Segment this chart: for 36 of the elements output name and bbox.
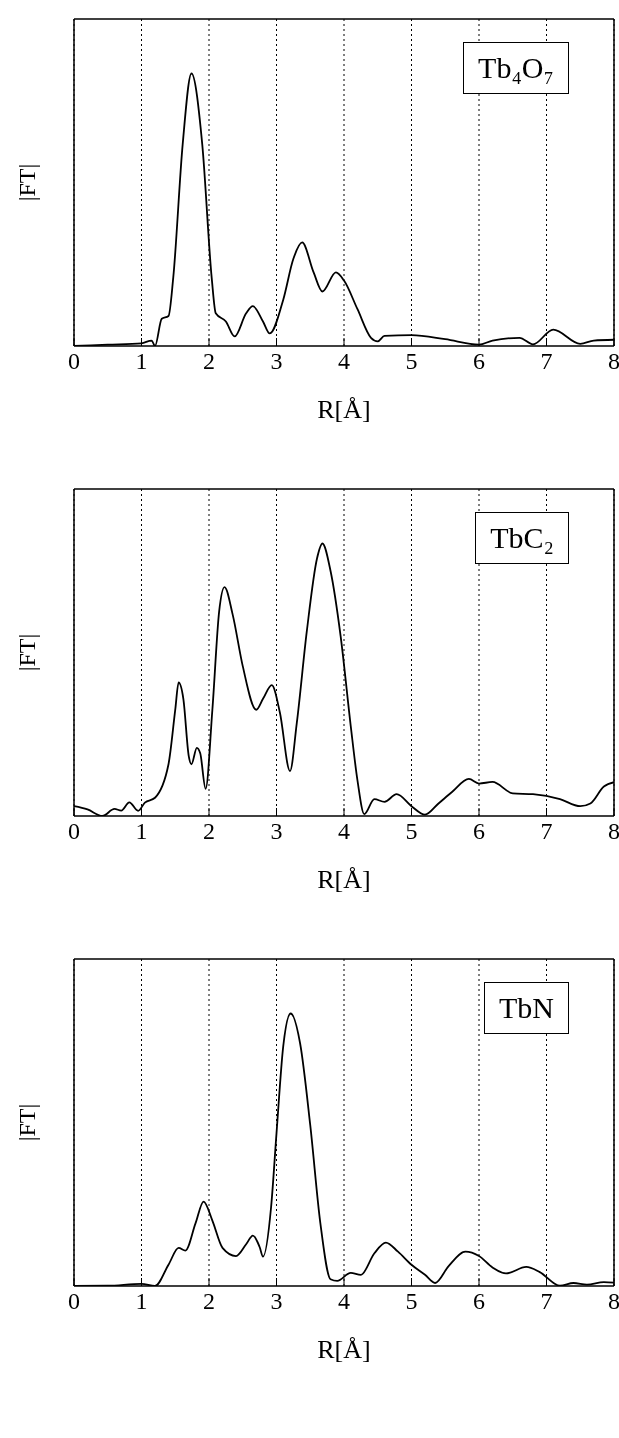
x-axis-title: R[Å] (317, 865, 371, 894)
x-tick-label: 2 (203, 1288, 215, 1315)
x-tick-label: 8 (608, 1288, 619, 1315)
text: TbN (499, 991, 554, 1025)
x-tick-label: 7 (540, 348, 553, 375)
x-tick-label: 0 (68, 1288, 80, 1315)
x-tick-label: 6 (473, 1288, 485, 1315)
x-axis-title: R[Å] (317, 1335, 371, 1364)
x-tick-label: 8 (608, 818, 619, 845)
x-tick-label: 0 (68, 818, 80, 845)
x-tick-label: 3 (270, 818, 283, 845)
x-tick-label: 7 (540, 1288, 553, 1315)
y-axis-title: |FT| (13, 1103, 40, 1142)
y-axis-title: |FT| (13, 163, 40, 202)
x-tick-label: 6 (473, 818, 485, 845)
text: Tb₄O₇ (478, 51, 554, 85)
x-tick-label: 2 (203, 348, 215, 375)
x-tick-label: 5 (405, 348, 418, 375)
x-tick-label: 4 (338, 348, 350, 375)
text: TbC₂ (490, 521, 554, 555)
x-tick-label: 3 (270, 348, 283, 375)
x-tick-label: 6 (473, 348, 485, 375)
x-tick-label: 8 (608, 348, 619, 375)
x-tick-label: 1 (135, 348, 148, 375)
x-tick-label: 4 (338, 1288, 350, 1315)
x-tick-label: 3 (270, 1288, 283, 1315)
x-tick-label: 0 (68, 348, 80, 375)
y-axis-title: |FT| (13, 633, 40, 672)
x-axis-title: R[Å] (317, 395, 371, 424)
x-tick-label: 2 (203, 818, 215, 845)
x-tick-label: 5 (405, 818, 418, 845)
x-tick-label: 1 (135, 818, 148, 845)
x-tick-label: 5 (405, 1288, 418, 1315)
x-tick-label: 4 (338, 818, 350, 845)
x-tick-label: 1 (135, 1288, 148, 1315)
x-tick-label: 7 (540, 818, 553, 845)
